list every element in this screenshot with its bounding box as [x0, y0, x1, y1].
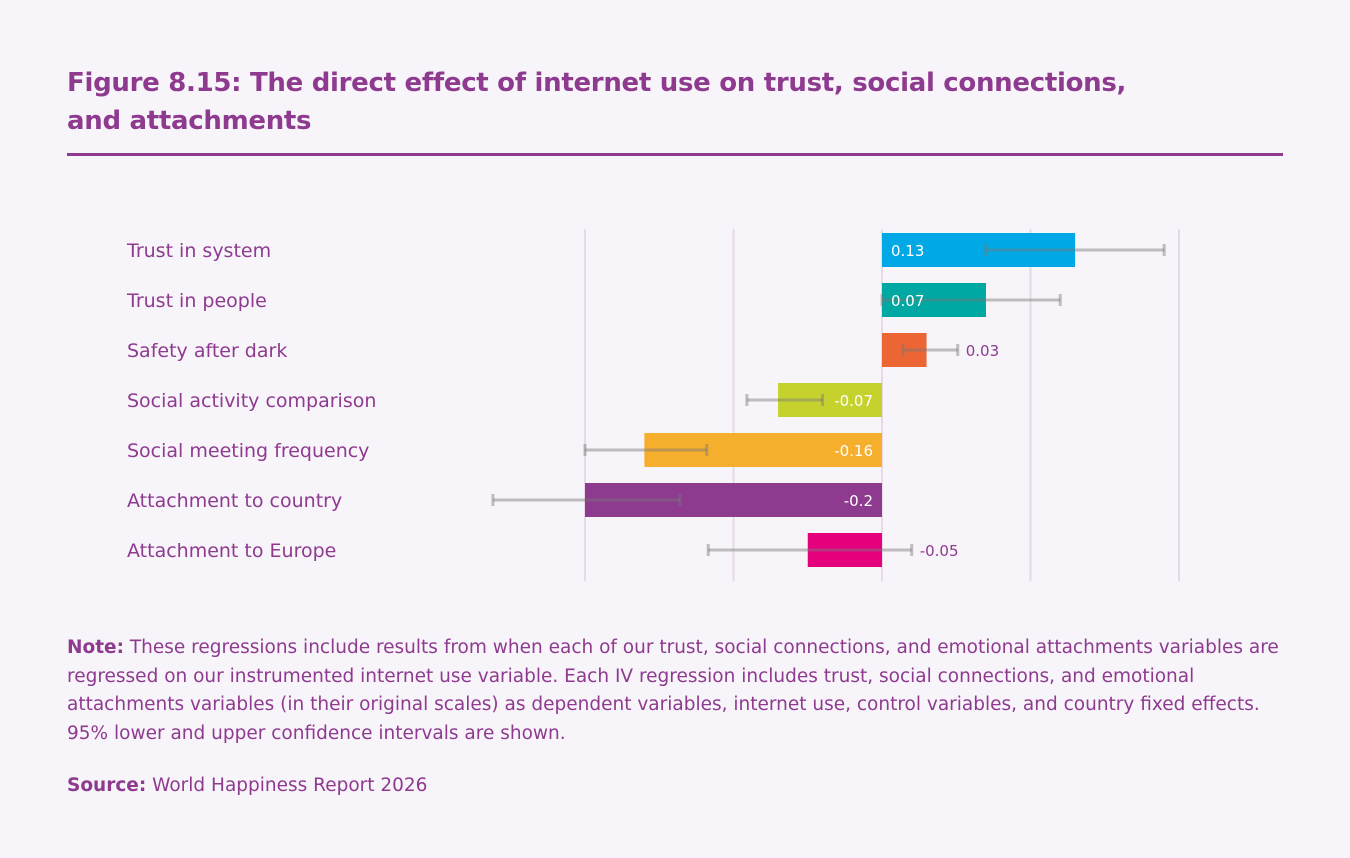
title-divider — [67, 153, 1283, 156]
bar — [882, 233, 1076, 267]
value-label: -0.2 — [844, 492, 873, 510]
note: Note: These regressions include results … — [67, 634, 1287, 748]
error-bar — [901, 344, 960, 356]
category-label: Trust in people — [126, 290, 267, 312]
category-label: Social activity comparison — [127, 390, 376, 412]
bar — [807, 533, 882, 567]
error-bar — [583, 444, 709, 456]
category-labels: Trust in system Trust in people Safety aft… — [126, 240, 376, 562]
error-bar — [491, 494, 682, 506]
note-text: These regressions include results from w… — [67, 637, 1279, 744]
bar — [882, 333, 927, 367]
category-label: Trust in system — [126, 240, 271, 262]
source: Source: World Happiness Report 2026 — [67, 775, 427, 796]
value-label: -0.16 — [834, 442, 873, 460]
category-label: Social meeting frequency — [127, 440, 369, 462]
bar-chart: 0.13 0.07 0.03 -0.07 -0.16 -0.2 -0.05 Trust in… — [126, 229, 1180, 581]
value-label: 0.13 — [891, 242, 924, 260]
note-label: Note: — [67, 637, 124, 658]
category-label: Attachment to Europe — [127, 540, 336, 562]
error-bar — [880, 294, 1062, 306]
value-label: 0.07 — [891, 292, 924, 310]
bar — [778, 383, 882, 417]
value-label: 0.03 — [966, 342, 999, 360]
error-bar — [745, 394, 825, 406]
figure-title: Figure 8.15: The direct effect of intern… — [67, 68, 1127, 136]
value-label: -0.05 — [920, 542, 959, 560]
error-bar — [706, 544, 914, 556]
source-text: World Happiness Report 2026 — [146, 775, 428, 796]
source-label: Source: — [67, 775, 147, 796]
bar — [644, 433, 882, 467]
bar — [585, 483, 882, 517]
error-bar — [984, 244, 1166, 256]
bars: 0.13 0.07 0.03 -0.07 -0.16 -0.2 -0.05 — [491, 233, 1166, 567]
category-label: Safety after dark — [127, 340, 287, 362]
value-label: -0.07 — [834, 392, 873, 410]
bar — [882, 283, 986, 317]
category-label: Attachment to country — [127, 490, 342, 512]
